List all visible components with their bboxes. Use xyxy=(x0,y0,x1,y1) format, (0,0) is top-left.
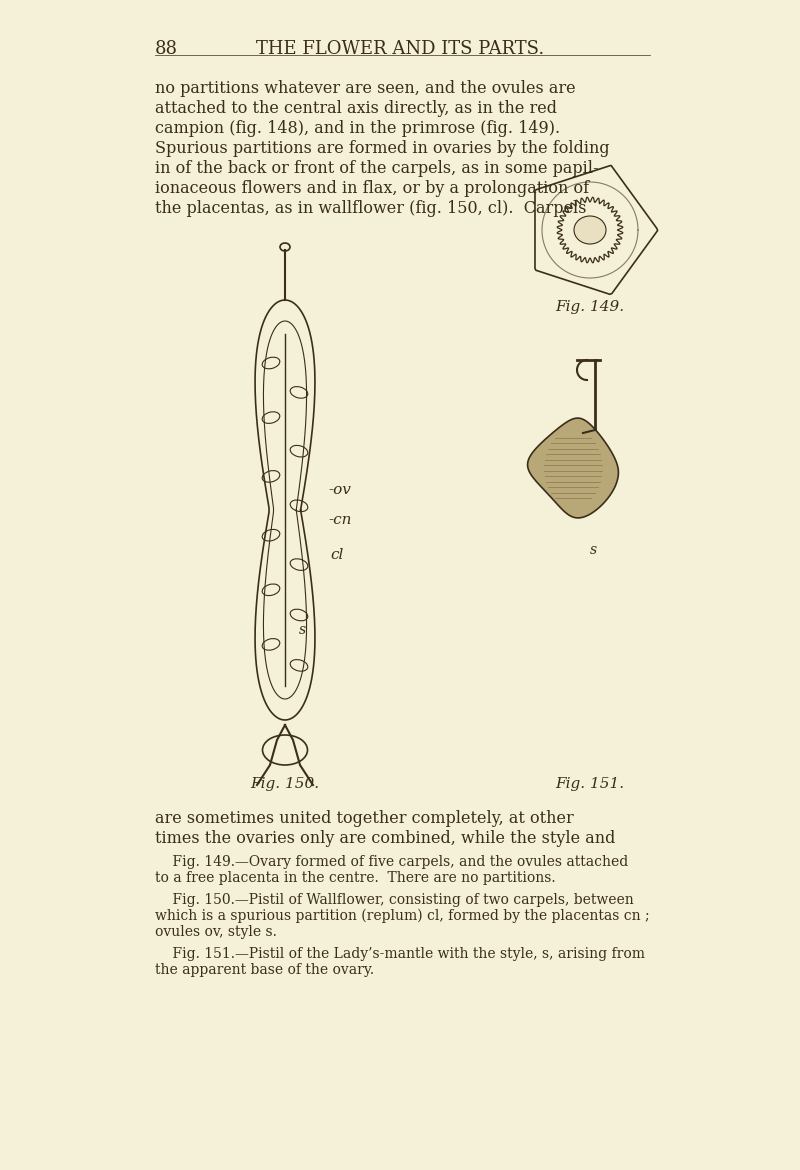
Text: times the ovaries only are combined, while the style and: times the ovaries only are combined, whi… xyxy=(155,830,615,847)
Text: to a free placenta in the centre.  There are no partitions.: to a free placenta in the centre. There … xyxy=(155,870,556,885)
Text: ovules ov, style s.: ovules ov, style s. xyxy=(155,925,277,940)
Text: attached to the central axis directly, as in the red: attached to the central axis directly, a… xyxy=(155,99,557,117)
Ellipse shape xyxy=(574,216,606,245)
Text: -cn: -cn xyxy=(328,512,351,526)
Text: Fig. 149.—Ovary formed of five carpels, and the ovules attached: Fig. 149.—Ovary formed of five carpels, … xyxy=(155,855,628,869)
Text: the placentas, as in wallflower (fig. 150, cl).  Carpels: the placentas, as in wallflower (fig. 15… xyxy=(155,200,586,216)
Text: Fig. 151.—Pistil of the Lady’s-mantle with the style, s, arising from: Fig. 151.—Pistil of the Lady’s-mantle wi… xyxy=(155,947,645,961)
FancyBboxPatch shape xyxy=(28,13,772,1162)
Text: s: s xyxy=(590,543,597,557)
Polygon shape xyxy=(527,418,618,518)
Text: campion (fig. 148), and in the primrose (fig. 149).: campion (fig. 148), and in the primrose … xyxy=(155,121,560,137)
Text: s: s xyxy=(299,622,306,636)
Text: cl: cl xyxy=(330,548,343,562)
Text: the apparent base of the ovary.: the apparent base of the ovary. xyxy=(155,963,374,977)
Text: THE FLOWER AND ITS PARTS.: THE FLOWER AND ITS PARTS. xyxy=(256,40,544,58)
Text: Fig. 149.: Fig. 149. xyxy=(555,300,625,314)
Text: 88: 88 xyxy=(155,40,178,58)
Text: are sometimes united together completely, at other: are sometimes united together completely… xyxy=(155,810,574,827)
Text: Fig. 150.—Pistil of Wallflower, consisting of two carpels, between: Fig. 150.—Pistil of Wallflower, consisti… xyxy=(155,893,634,907)
Text: Spurious partitions are formed in ovaries by the folding: Spurious partitions are formed in ovarie… xyxy=(155,140,610,157)
Text: which is a spurious partition (replum) cl, formed by the placentas cn ;: which is a spurious partition (replum) c… xyxy=(155,909,650,923)
Text: in of the back or front of the carpels, as in some papil-: in of the back or front of the carpels, … xyxy=(155,160,598,177)
Text: Fig. 150.: Fig. 150. xyxy=(250,777,319,791)
Text: Fig. 151.: Fig. 151. xyxy=(555,777,625,791)
Text: no partitions whatever are seen, and the ovules are: no partitions whatever are seen, and the… xyxy=(155,80,576,97)
Text: -ov: -ov xyxy=(328,483,351,497)
Text: ionaceous flowers and in flax, or by a prolongation of: ionaceous flowers and in flax, or by a p… xyxy=(155,180,589,197)
